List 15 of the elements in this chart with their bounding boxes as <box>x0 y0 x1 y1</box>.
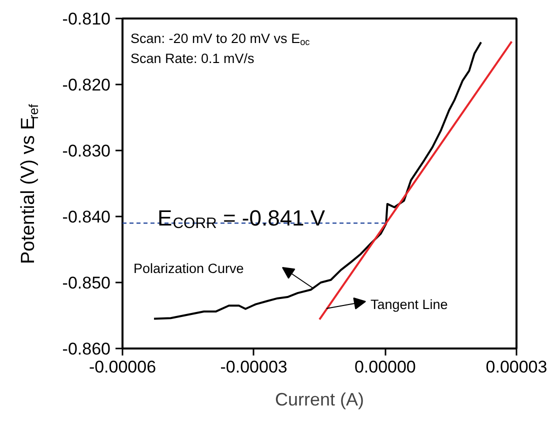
annotation: Tangent Line <box>370 297 448 312</box>
x-tick-label: 0.00003 <box>486 358 548 376</box>
y-tick-label: -0.840 <box>62 208 110 226</box>
x-tick-label: 0.00000 <box>354 358 416 376</box>
y-tick-label: -0.830 <box>62 142 110 160</box>
x-axis-title: Current (A) <box>274 390 364 410</box>
y-tick-label: -0.850 <box>62 274 110 292</box>
x-tick-label: -0.00006 <box>88 358 156 376</box>
annotation: Polarization Curve <box>134 261 244 276</box>
annotation: Scan Rate: 0.1 mV/s <box>130 51 255 66</box>
y-tick-label: -0.820 <box>62 76 110 94</box>
y-tick-label: -0.860 <box>62 340 110 358</box>
x-tick-label: -0.00003 <box>220 358 288 376</box>
y-tick-label: -0.810 <box>62 10 110 28</box>
y-axis-title: Potential (V) vs Eref <box>18 104 41 264</box>
